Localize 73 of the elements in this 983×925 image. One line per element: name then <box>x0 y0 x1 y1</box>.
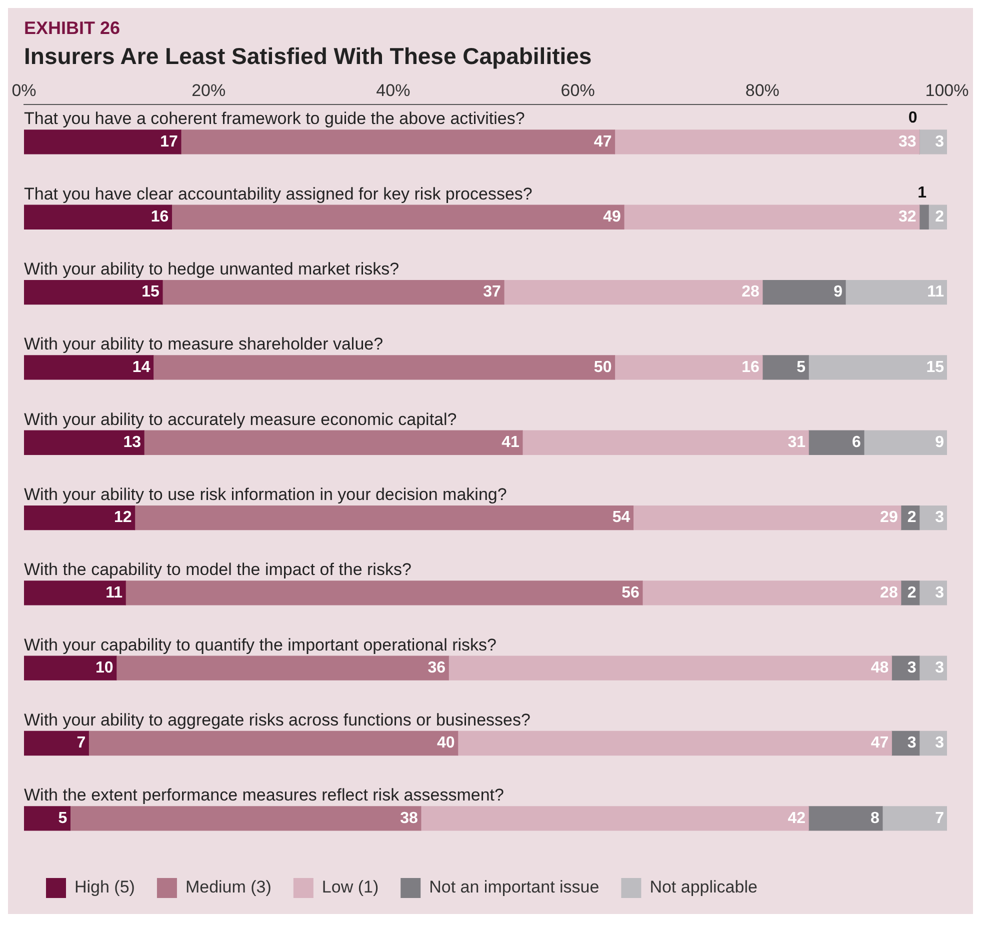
data-label: 15 <box>926 358 944 376</box>
data-label: 3 <box>907 734 916 752</box>
y-tick-label: With your capability to quantify the important operational risks? <box>24 635 496 654</box>
data-label: 2 <box>935 208 944 226</box>
data-label: 54 <box>612 509 630 526</box>
data-label: 38 <box>400 810 418 827</box>
data-label: 3 <box>935 660 944 677</box>
data-label: 11 <box>106 584 123 602</box>
y-tick-label: With your ability to measure shareholder value? <box>24 334 384 354</box>
y-tick-label: With the capability to model the impact of the risks? <box>24 560 412 580</box>
y-tick-label: That you have clear accountability assigned for key risk processes? <box>24 184 532 204</box>
data-label: 56 <box>622 584 640 602</box>
legend-label: High (5) <box>74 878 135 897</box>
legend-label: Not applicable <box>650 878 758 897</box>
data-label: 14 <box>132 358 150 376</box>
data-label: 5 <box>58 810 68 827</box>
y-tick-label: With your ability to use risk information in your decision making? <box>24 484 507 504</box>
data-label: 7 <box>76 734 86 752</box>
data-label: 9 <box>935 434 944 452</box>
y-tick-label: With your ability to hedge unwanted market risks? <box>24 259 400 278</box>
legend-label: Medium (3) <box>185 878 272 897</box>
data-label: 28 <box>880 584 898 602</box>
x-tick-label: 100% <box>925 80 969 100</box>
chart-subtitle: Insurers Are Least Satisfied With These Capabilities <box>23 43 593 70</box>
x-tick-label: 40% <box>376 80 410 100</box>
data-label: 17 <box>160 133 178 150</box>
y-tick-label: With the extent performance measures reflect risk assessment? <box>24 786 504 805</box>
data-label: 3 <box>935 734 944 752</box>
data-label: 5 <box>796 358 806 376</box>
data-label: 50 <box>594 358 612 376</box>
legend-label: Low (1) <box>322 878 379 897</box>
y-tick-label: That you have a coherent framework to guide the above activities? <box>24 109 525 128</box>
data-label: 47 <box>594 133 612 150</box>
data-label: 3 <box>907 660 916 677</box>
data-label: 6 <box>852 434 862 452</box>
data-label: 49 <box>603 208 622 226</box>
data-label: 31 <box>788 434 806 452</box>
data-label: 15 <box>142 284 160 301</box>
x-tick-label: 80% <box>745 80 780 100</box>
x-tick-label: 20% <box>192 80 226 100</box>
data-label: 40 <box>437 734 455 752</box>
data-label: 8 <box>870 810 880 827</box>
data-label: 29 <box>880 509 898 526</box>
data-label: 16 <box>742 358 760 376</box>
y-tick-label: With your ability to accurately measure economic capital? <box>24 410 457 429</box>
data-label: 10 <box>96 660 114 677</box>
data-label: 2 <box>907 509 916 526</box>
data-label: 3 <box>935 584 944 602</box>
data-label: 0 <box>908 109 918 126</box>
data-label: 12 <box>114 509 132 526</box>
data-label: 2 <box>907 584 916 602</box>
data-label: 3 <box>935 133 944 150</box>
data-label: 3 <box>935 509 944 526</box>
data-label: 48 <box>870 660 889 677</box>
data-label: 47 <box>870 734 889 752</box>
data-label: 13 <box>123 434 142 452</box>
data-label: 7 <box>935 810 944 827</box>
data-label: 9 <box>834 284 843 301</box>
data-label: 11 <box>927 284 944 301</box>
data-label: 1 <box>918 184 927 202</box>
data-label: 41 <box>502 434 520 452</box>
chart-title: EXHIBIT 26 <box>23 18 122 39</box>
data-label: 28 <box>742 284 760 301</box>
data-label: 33 <box>898 133 916 150</box>
legend-label: Not an important issue <box>429 878 600 897</box>
data-label: 42 <box>788 810 806 827</box>
data-label: 16 <box>150 208 169 226</box>
y-tick-label: With your ability to aggregate risks across functions or businesses? <box>24 710 530 730</box>
data-label: 37 <box>483 284 502 301</box>
x-tick-label: 0% <box>12 80 36 100</box>
x-tick-label: 60% <box>560 80 595 100</box>
data-label: 32 <box>898 208 916 226</box>
data-label: 36 <box>428 660 446 677</box>
